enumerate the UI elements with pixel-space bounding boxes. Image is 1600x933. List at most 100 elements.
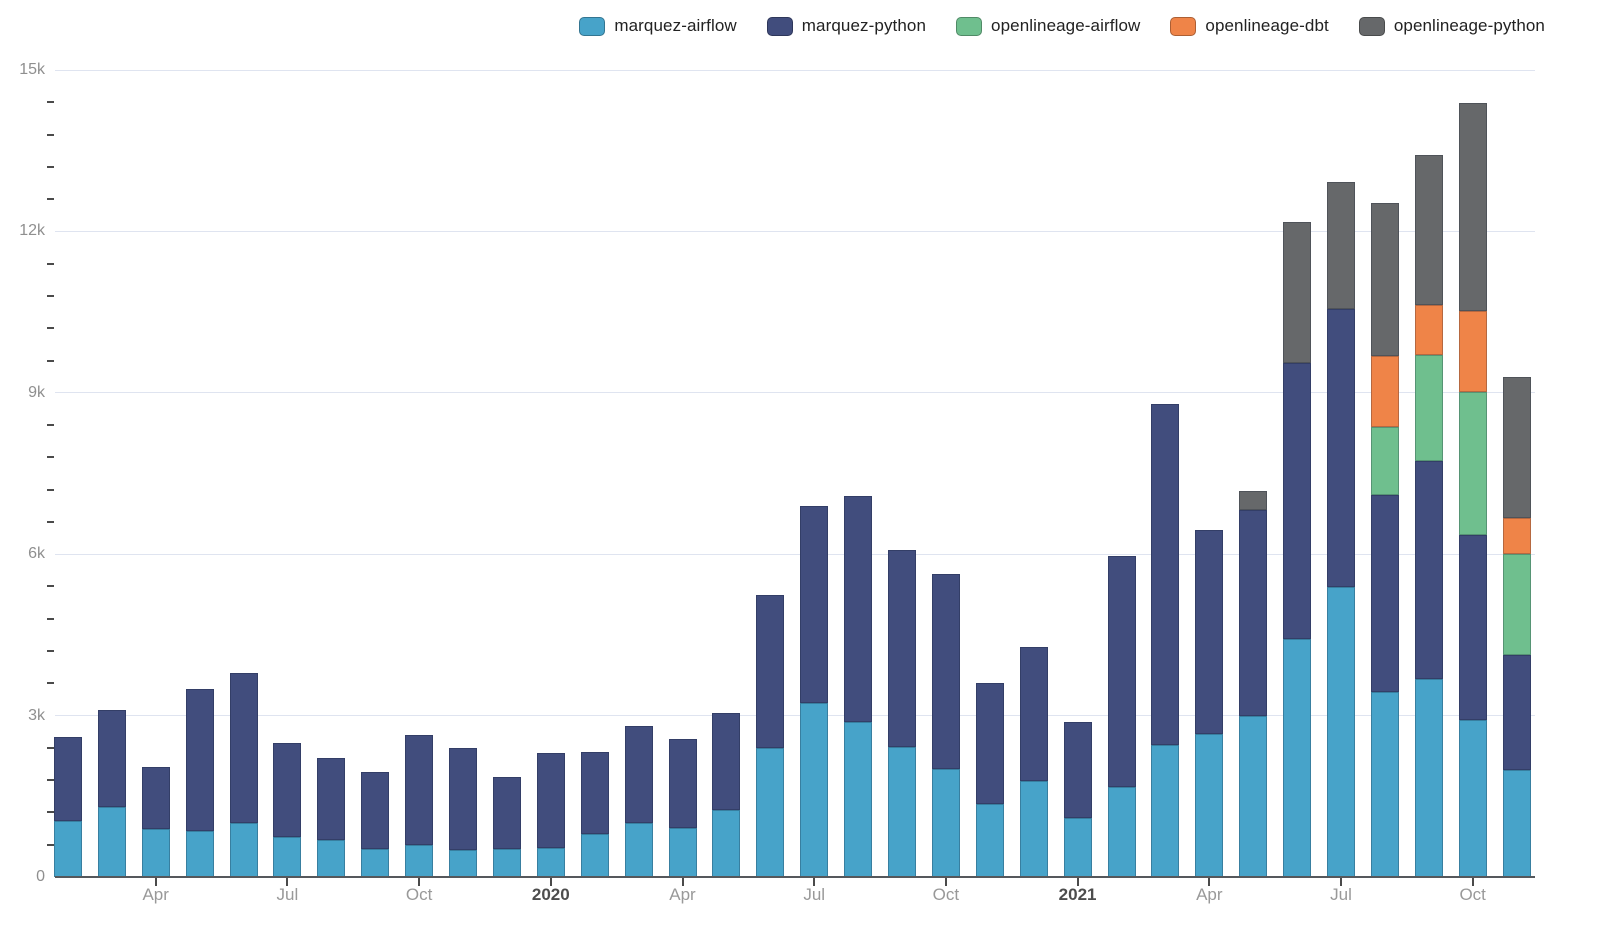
bar-segment-marquez-airflow[interactable] [888, 746, 916, 877]
bar-mar-2021[interactable] [1151, 70, 1180, 877]
bar-feb-2019[interactable] [53, 70, 82, 877]
bar-segment-marquez-python[interactable] [1327, 308, 1355, 588]
bar-segment-marquez-airflow[interactable] [668, 827, 697, 877]
bar-segment-marquez-python[interactable] [844, 495, 873, 722]
bar-dec-2020[interactable] [1019, 70, 1048, 877]
bar-segment-openlineage-dbt[interactable] [1458, 310, 1487, 393]
bar-feb-2020[interactable] [580, 70, 609, 877]
bar-segment-marquez-python[interactable] [229, 672, 258, 824]
bar-mar-2020[interactable] [624, 70, 653, 877]
bar-segment-marquez-airflow[interactable] [756, 747, 785, 877]
legend-item-marquez-airflow[interactable]: marquez-airflow [579, 16, 737, 36]
bar-may-2021[interactable] [1239, 70, 1268, 877]
bar-segment-marquez-airflow[interactable] [317, 840, 346, 877]
bar-segment-marquez-python[interactable] [1239, 509, 1268, 716]
bar-segment-marquez-airflow[interactable] [975, 803, 1004, 877]
bar-segment-openlineage-airflow[interactable] [1458, 392, 1487, 535]
bar-segment-marquez-python[interactable] [536, 753, 565, 848]
bar-oct-2019[interactable] [405, 70, 434, 877]
bar-segment-marquez-python[interactable] [273, 742, 302, 837]
bar-sep-2019[interactable] [361, 70, 390, 877]
bar-segment-marquez-airflow[interactable] [1370, 691, 1399, 877]
bar-segment-marquez-airflow[interactable] [97, 807, 126, 877]
bar-segment-openlineage-dbt[interactable] [1370, 356, 1399, 427]
bar-segment-marquez-python[interactable] [1370, 495, 1399, 692]
bar-segment-marquez-airflow[interactable] [1502, 770, 1531, 877]
bar-segment-openlineage-python[interactable] [1502, 376, 1531, 518]
bar-feb-2021[interactable] [1107, 70, 1136, 877]
bar-segment-marquez-airflow[interactable] [624, 823, 653, 877]
legend-item-openlineage-python[interactable]: openlineage-python [1358, 16, 1545, 36]
legend-item-openlineage-dbt[interactable]: openlineage-dbt [1170, 16, 1329, 36]
bar-segment-marquez-airflow[interactable] [1195, 734, 1224, 877]
bar-segment-marquez-python[interactable] [492, 777, 521, 849]
bar-segment-marquez-python[interactable] [97, 710, 126, 808]
bar-may-2020[interactable] [712, 70, 741, 877]
bar-segment-marquez-python[interactable] [756, 594, 785, 748]
bar-jun-2019[interactable] [229, 70, 258, 877]
bar-segment-openlineage-dbt[interactable] [1414, 305, 1443, 355]
bar-apr-2020[interactable] [668, 70, 697, 877]
bar-segment-marquez-airflow[interactable] [229, 823, 258, 877]
bar-segment-marquez-airflow[interactable] [53, 820, 82, 877]
bar-segment-marquez-python[interactable] [931, 573, 960, 769]
bar-apr-2019[interactable] [141, 70, 170, 877]
bar-jun-2021[interactable] [1283, 70, 1312, 877]
bar-segment-marquez-python[interactable] [185, 688, 214, 832]
bar-segment-marquez-python[interactable] [1502, 654, 1531, 771]
bar-aug-2020[interactable] [844, 70, 873, 877]
bar-segment-marquez-python[interactable] [1458, 534, 1487, 720]
bar-segment-marquez-airflow[interactable] [1019, 781, 1048, 877]
bar-nov-2020[interactable] [975, 70, 1004, 877]
bar-segment-openlineage-python[interactable] [1327, 182, 1355, 309]
bar-may-2019[interactable] [185, 70, 214, 877]
bar-segment-marquez-python[interactable] [888, 549, 916, 747]
bar-segment-marquez-airflow[interactable] [492, 848, 521, 877]
bar-segment-marquez-python[interactable] [624, 726, 653, 824]
bar-segment-marquez-python[interactable] [668, 739, 697, 828]
bar-segment-marquez-airflow[interactable] [1327, 587, 1355, 877]
bar-segment-marquez-airflow[interactable] [1458, 719, 1487, 877]
bar-segment-marquez-python[interactable] [1151, 403, 1180, 745]
bar-segment-marquez-airflow[interactable] [580, 833, 609, 877]
bar-segment-marquez-airflow[interactable] [405, 844, 434, 877]
bar-segment-marquez-airflow[interactable] [449, 850, 477, 877]
bar-segment-marquez-airflow[interactable] [361, 848, 390, 877]
bar-sep-2021[interactable] [1414, 70, 1443, 877]
bar-segment-marquez-python[interactable] [1414, 461, 1443, 680]
bar-segment-marquez-python[interactable] [800, 506, 829, 703]
bar-segment-openlineage-python[interactable] [1283, 222, 1312, 364]
bar-jan-2021[interactable] [1063, 70, 1092, 877]
bar-segment-marquez-python[interactable] [580, 752, 609, 834]
bar-aug-2021[interactable] [1370, 70, 1399, 877]
bar-segment-marquez-airflow[interactable] [1283, 639, 1312, 877]
bar-segment-marquez-python[interactable] [449, 747, 477, 851]
bar-segment-openlineage-dbt[interactable] [1502, 517, 1531, 555]
bar-segment-marquez-python[interactable] [712, 713, 741, 811]
bar-segment-marquez-python[interactable] [317, 758, 346, 841]
bar-segment-marquez-airflow[interactable] [844, 721, 873, 877]
bar-segment-marquez-python[interactable] [1019, 646, 1048, 782]
bar-segment-openlineage-airflow[interactable] [1502, 554, 1531, 655]
bar-segment-marquez-airflow[interactable] [185, 831, 214, 877]
bar-segment-marquez-airflow[interactable] [1107, 786, 1136, 877]
legend-item-openlineage-airflow[interactable]: openlineage-airflow [956, 16, 1140, 36]
bar-segment-openlineage-python[interactable] [1239, 490, 1268, 510]
bar-jun-2020[interactable] [756, 70, 785, 877]
bar-apr-2021[interactable] [1195, 70, 1224, 877]
bar-segment-marquez-python[interactable] [1063, 722, 1092, 819]
bar-segment-marquez-python[interactable] [53, 737, 82, 821]
bar-segment-marquez-airflow[interactable] [1151, 744, 1180, 877]
bar-segment-marquez-airflow[interactable] [931, 768, 960, 877]
bar-segment-marquez-python[interactable] [1107, 555, 1136, 787]
bar-segment-marquez-airflow[interactable] [536, 847, 565, 877]
bar-aug-2019[interactable] [317, 70, 346, 877]
bar-oct-2020[interactable] [931, 70, 960, 877]
bar-segment-openlineage-python[interactable] [1414, 155, 1443, 306]
bar-segment-marquez-python[interactable] [141, 766, 170, 829]
bar-segment-marquez-airflow[interactable] [712, 810, 741, 877]
bar-jul-2020[interactable] [800, 70, 829, 877]
bar-mar-2019[interactable] [97, 70, 126, 877]
bar-oct-2021[interactable] [1458, 70, 1487, 877]
bar-segment-marquez-python[interactable] [405, 734, 434, 845]
